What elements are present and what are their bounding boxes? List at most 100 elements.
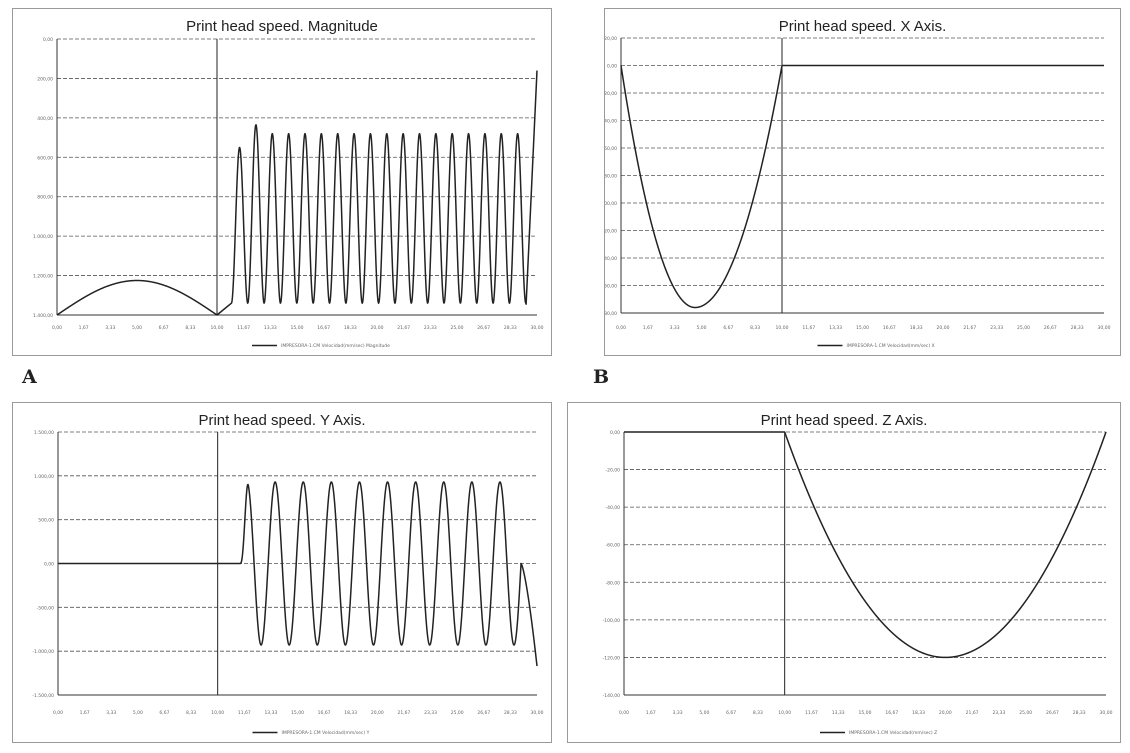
- x-tick-label: 8,33: [185, 325, 195, 331]
- x-tick-label: 10,00: [776, 325, 789, 331]
- y-tick-label: 1.200,00: [33, 274, 53, 280]
- x-tick-label: 3,33: [105, 325, 115, 331]
- chart-plot: 1.500,00 1.000,00 500,00 0,00 -500,00 -1.000,…: [32, 430, 544, 736]
- x-tick-label: 26,67: [1046, 710, 1059, 716]
- x-tick-label: 13,33: [832, 710, 845, 716]
- x-tick-label: 0,00: [619, 710, 629, 716]
- x-tick-label: 15,00: [856, 325, 869, 331]
- x-tick-label: 1,67: [643, 325, 653, 331]
- y-tick-label: -80,00: [605, 580, 620, 586]
- y-tick-label: -160,00: [605, 284, 617, 290]
- x-tick-label: 0,00: [52, 325, 62, 331]
- x-tick-label: 11,67: [802, 325, 815, 331]
- x-tick-label: 25,00: [1019, 710, 1032, 716]
- y-tick-label: -180,00: [605, 311, 617, 317]
- x-tick-label: 21,67: [966, 710, 979, 716]
- y-tick-label: -100,00: [603, 618, 621, 624]
- x-tick-label: 20,00: [371, 325, 384, 331]
- x-tick-label: 13,33: [264, 710, 277, 716]
- chart-panel-x-axis: Print head speed. X Axis. 20,00 0,00 -20,0…: [604, 8, 1121, 356]
- x-tick-label: 10,00: [778, 710, 791, 716]
- x-tick-label: 5,00: [132, 325, 142, 331]
- x-tick-label: 21,67: [963, 325, 976, 331]
- series-line: [56, 70, 538, 316]
- chart-plot: 20,00 0,00 -20,00 -40,00 -60,00 -80,00 -100,00…: [605, 36, 1111, 349]
- x-tick-label: 5,00: [696, 325, 706, 331]
- x-tick-label: 23,33: [990, 325, 1003, 331]
- x-tick-label: 30,00: [531, 325, 544, 331]
- y-tick-label: -1.000,00: [32, 649, 54, 655]
- x-tick-label: 26,67: [477, 325, 490, 331]
- y-tick-label: -20,00: [605, 468, 620, 474]
- panel-label-b: B: [593, 366, 610, 388]
- x-tick-label: 6,67: [723, 325, 733, 331]
- y-tick-label: -20,00: [605, 91, 617, 97]
- x-tick-label: 25,00: [1017, 325, 1030, 331]
- x-tick-label: 3,33: [670, 325, 680, 331]
- chart-plot: 0,00 200,00 400,00 600,00 800,00 1.000,00 1.20…: [33, 37, 544, 349]
- x-tick-label: 30,00: [1100, 710, 1113, 716]
- chart-title: Print head speed. Y Axis.: [198, 412, 366, 429]
- legend-label: IMPRESORA-1.CM Velocidad(mm/sec) X: [847, 343, 935, 349]
- x-tick-label: 18,33: [344, 710, 357, 716]
- x-tick-label: 13,33: [829, 325, 842, 331]
- series-line: [620, 64, 1105, 309]
- y-tick-label: -1.500,00: [32, 693, 54, 699]
- y-tick-label: -80,00: [605, 174, 617, 180]
- x-tick-label: 16,67: [318, 710, 331, 716]
- x-tick-label: 1,67: [79, 325, 89, 331]
- y-tick-label: 1.500,00: [34, 430, 54, 436]
- x-tick-label: 18,33: [344, 325, 357, 331]
- legend-label: IMPRESORA-1.CM Velocidad(mm/sec) Z: [849, 730, 937, 736]
- y-tick-label: -140,00: [603, 693, 621, 699]
- x-tick-label: 8,33: [753, 710, 763, 716]
- x-tick-label: 11,67: [238, 710, 251, 716]
- y-tick-label: 0,00: [610, 430, 620, 436]
- x-tick-label: 0,00: [616, 325, 626, 331]
- y-tick-label: -100,00: [605, 201, 617, 207]
- y-tick-label: 0,00: [43, 37, 53, 43]
- x-tick-label: 6,67: [159, 325, 169, 331]
- x-tick-label: 16,67: [317, 325, 330, 331]
- x-tick-label: 21,67: [397, 710, 410, 716]
- x-tick-label: 1,67: [80, 710, 90, 716]
- chart-title: Print head speed. Z Axis.: [760, 412, 928, 429]
- y-tick-label: -60,00: [605, 146, 617, 152]
- x-tick-label: 23,33: [424, 710, 437, 716]
- x-tick-label: 6,67: [159, 710, 169, 716]
- chart-title: Print head speed. Magnitude: [186, 18, 378, 35]
- x-tick-label: 28,33: [1073, 710, 1086, 716]
- y-tick-label: -40,00: [605, 505, 620, 511]
- y-tick-label: 1.000,00: [33, 234, 53, 240]
- x-tick-label: 0,00: [53, 710, 63, 716]
- chart-panel-y-axis: Print head speed. Y Axis. 1.500,00 1.000,…: [12, 402, 552, 743]
- x-tick-label: 3,33: [673, 710, 683, 716]
- x-tick-label: 28,33: [504, 710, 517, 716]
- x-tick-label: 18,33: [910, 325, 923, 331]
- y-tick-label: 0,00: [607, 64, 617, 70]
- y-tick-label: 600,00: [37, 155, 53, 161]
- y-tick-label: -120,00: [603, 655, 621, 661]
- x-tick-label: 5,00: [699, 710, 709, 716]
- x-tick-label: 26,67: [477, 710, 490, 716]
- x-tick-label: 15,00: [291, 325, 304, 331]
- panel-label-a: A: [22, 366, 37, 388]
- x-tick-label: 25,00: [451, 710, 464, 716]
- chart-plot: 0,00 -20,00 -40,00 -60,00 -80,00 -100,00 -120,…: [603, 430, 1113, 736]
- x-tick-label: 10,00: [211, 710, 224, 716]
- y-tick-label: 200,00: [37, 76, 53, 82]
- x-tick-label: 8,33: [186, 710, 196, 716]
- x-tick-label: 8,33: [750, 325, 760, 331]
- x-tick-label: 15,00: [859, 710, 872, 716]
- chart-panel-z-axis: Print head speed. Z Axis. 0,00 -20,00 -40,…: [567, 402, 1121, 743]
- y-tick-label: -140,00: [605, 256, 617, 262]
- x-tick-label: 28,33: [504, 325, 517, 331]
- x-tick-label: 5,00: [133, 710, 143, 716]
- x-tick-label: 16,67: [883, 325, 896, 331]
- x-tick-label: 30,00: [531, 710, 544, 716]
- legend-label: IMPRESORA-1.CM Velocidad(mm/sec) Y: [282, 730, 370, 736]
- chart-title: Print head speed. X Axis.: [778, 18, 947, 35]
- legend-label: IMPRESORA-1.CM Velocidad(mm/sec) Magnitu…: [281, 343, 390, 349]
- y-tick-label: 800,00: [37, 195, 53, 201]
- x-tick-label: 11,67: [237, 325, 250, 331]
